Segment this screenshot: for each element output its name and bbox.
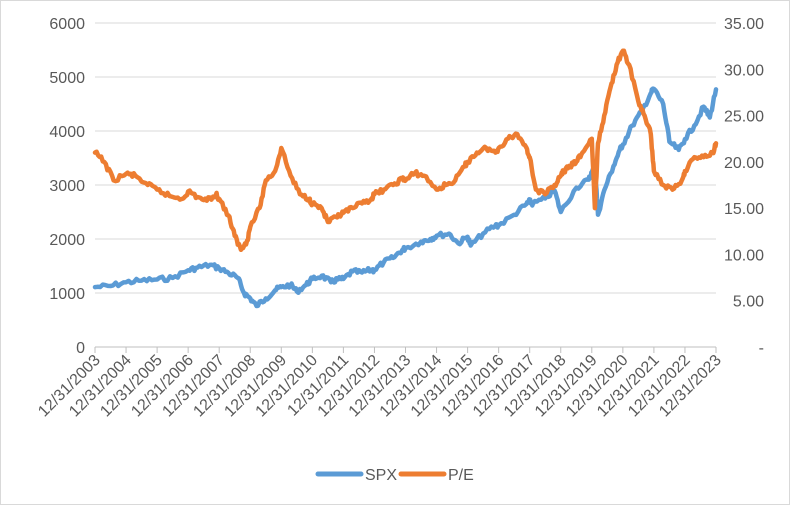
y-left-tick-label: 0 xyxy=(76,340,85,357)
y-right-tick-label: 20.00 xyxy=(724,155,764,172)
y-left-tick-label: 4000 xyxy=(49,124,85,141)
legend-label-pe: P/E xyxy=(448,467,474,484)
legend: SPX P/E xyxy=(315,467,474,484)
y-right-tick-label: - xyxy=(759,340,764,357)
series-lines xyxy=(92,48,719,309)
y-left-tick-label: 2000 xyxy=(49,232,85,249)
y-right-tick-label: 25.00 xyxy=(724,109,764,126)
y-left-tick-label: 1000 xyxy=(49,286,85,303)
left-axis-ticks: 0 1000 2000 3000 4000 5000 6000 xyxy=(49,16,85,357)
gridlines xyxy=(95,22,716,294)
y-right-tick-label: 35.00 xyxy=(724,16,764,33)
y-right-tick-label: 10.00 xyxy=(724,247,764,264)
y-left-tick-label: 5000 xyxy=(49,70,85,87)
y-right-tick-label: 15.00 xyxy=(724,201,764,218)
legend-label-spx: SPX xyxy=(365,467,397,484)
y-right-tick-label: 5.00 xyxy=(733,294,764,311)
y-left-tick-label: 6000 xyxy=(49,16,85,33)
axes xyxy=(94,346,717,353)
right-axis-ticks: - 5.00 10.00 15.00 20.00 25.00 30.00 35.00 xyxy=(724,16,764,357)
x-axis-ticks: 12/31/200312/31/200412/31/200512/31/2006… xyxy=(35,352,725,421)
series-line-spx xyxy=(92,86,719,309)
y-left-tick-label: 3000 xyxy=(49,178,85,195)
y-right-tick-label: 30.00 xyxy=(724,62,764,79)
series-line-pe xyxy=(92,48,719,253)
